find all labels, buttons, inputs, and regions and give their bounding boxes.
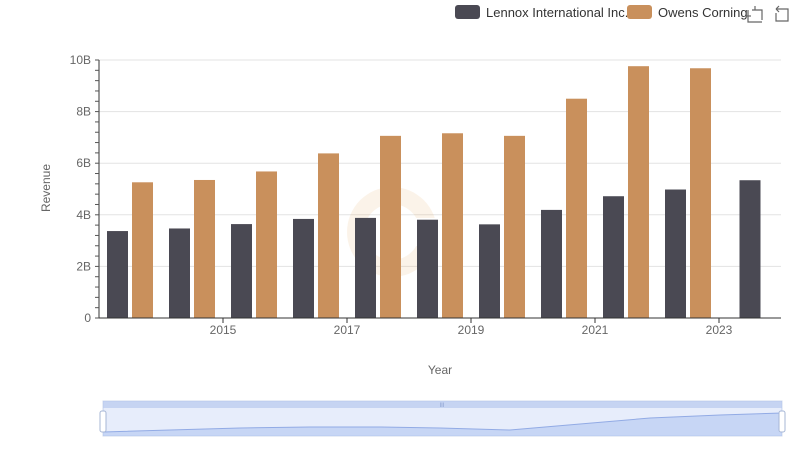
x-tick-label: 2023 [706,323,733,337]
y-axis: 0 2B 4B 6B 8B 10B [70,53,100,325]
data-zoom-area [103,413,782,436]
bar [318,153,339,318]
data-zoom-line [102,412,783,433]
legend: Lennox International Inc. Owens Corning [455,5,748,20]
legend-item-lennox[interactable]: Lennox International Inc. [455,5,628,20]
legend-swatch-owens [627,5,652,19]
data-zoom-move-handle[interactable]: III [439,403,444,409]
bar [665,189,686,318]
legend-label-lennox: Lennox International Inc. [486,5,628,20]
bar [504,135,525,318]
y-tick-label: 2B [76,259,91,273]
bar [603,196,624,318]
data-zoom-icon[interactable] [746,6,763,23]
y-tick-label: 4B [76,208,91,222]
x-tick-label: 2021 [582,323,609,337]
bar [541,209,562,318]
data-zoom-handle-right[interactable] [778,410,786,433]
x-tick-label: 2019 [458,323,485,337]
legend-label-owens: Owens Corning [658,5,748,20]
y-tick-label: 0 [84,311,91,325]
legend-item-owens[interactable]: Owens Corning [627,5,748,20]
bar [380,135,401,318]
data-zoom-slider[interactable]: III [99,400,786,437]
bars-layer [107,66,761,318]
bar [231,224,252,318]
bar [479,224,500,318]
y-tick-label: 6B [76,156,91,170]
bar [739,180,761,318]
bar [355,217,376,318]
bar [107,231,128,318]
bar [256,171,277,318]
bar [293,218,314,318]
x-axis-title: Year [428,363,452,377]
bar [442,133,463,318]
bar [169,228,190,318]
x-tick-label: 2015 [210,323,237,337]
x-axis: 2015 2017 2019 2021 2023 [99,317,781,337]
bar [566,98,587,318]
y-tick-label: 10B [70,53,91,67]
x-tick-label: 2017 [334,323,361,337]
restore-icon[interactable] [775,5,789,22]
y-tick-label: 8B [76,105,91,119]
legend-swatch-lennox [455,5,480,19]
bar [417,219,438,318]
bar [132,182,153,318]
bar [194,179,215,318]
y-axis-title: Revenue [39,164,53,212]
data-zoom-handle-left[interactable] [99,410,107,433]
data-zoom-top-bar[interactable] [103,401,782,408]
bar [690,68,711,318]
bar [628,66,649,318]
